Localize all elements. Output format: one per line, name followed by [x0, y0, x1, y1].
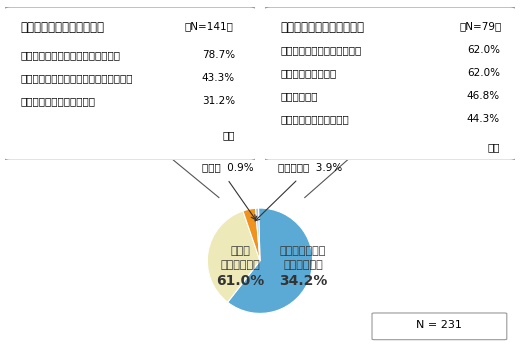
Text: 無回答  0.9%: 無回答 0.9%: [202, 162, 253, 172]
Text: ・ファンドの性格・運用方针: ・ファンドの性格・運用方针: [280, 45, 361, 55]
Text: 31.2%: 31.2%: [202, 96, 235, 106]
Wedge shape: [207, 211, 260, 302]
Text: 34.2%: 34.2%: [279, 274, 328, 288]
Text: 全部読んだ  3.9%: 全部読んだ 3.9%: [278, 162, 342, 172]
Text: （N=79）: （N=79）: [460, 21, 502, 31]
Text: 62.0%: 62.0%: [467, 45, 500, 55]
FancyBboxPatch shape: [3, 7, 257, 160]
FancyBboxPatch shape: [372, 313, 507, 340]
Text: 44.3%: 44.3%: [466, 115, 500, 124]
Text: 62.0%: 62.0%: [467, 68, 500, 78]
Text: （N=141）: （N=141）: [185, 21, 234, 31]
Text: など: など: [487, 142, 500, 152]
Text: ・運用の実績: ・運用の実績: [280, 91, 318, 101]
FancyBboxPatch shape: [263, 7, 517, 160]
Text: 必要と思われる
項目を読んだ: 必要と思われる 項目を読んだ: [280, 247, 327, 270]
Text: ・専門用語が多すぎるので理解しづらい: ・専門用語が多すぎるので理解しづらい: [20, 73, 133, 83]
Text: N = 231: N = 231: [417, 321, 462, 331]
Text: 主な未読理由（複数回答）: 主な未読理由（複数回答）: [20, 21, 104, 34]
Wedge shape: [228, 208, 313, 313]
Text: など: など: [223, 130, 235, 140]
Text: ・重要な箇所がわからない: ・重要な箇所がわからない: [20, 96, 95, 106]
Text: ・ファンドのリスク: ・ファンドのリスク: [280, 68, 336, 78]
Text: 主な閲読項目（複数回答）: 主な閲読項目（複数回答）: [280, 21, 364, 34]
Wedge shape: [243, 208, 260, 261]
Text: あまり
読まなかった: あまり 読まなかった: [220, 247, 260, 270]
Text: 61.0%: 61.0%: [216, 274, 264, 288]
Text: 43.3%: 43.3%: [202, 73, 235, 83]
Text: 46.8%: 46.8%: [466, 91, 500, 101]
Text: ・内容が多すぎて読む気にならない: ・内容が多すぎて読む気にならない: [20, 50, 120, 60]
Text: ・巻頭のファンドの概要: ・巻頭のファンドの概要: [280, 115, 349, 124]
Text: 78.7%: 78.7%: [202, 50, 235, 60]
Wedge shape: [255, 208, 260, 261]
